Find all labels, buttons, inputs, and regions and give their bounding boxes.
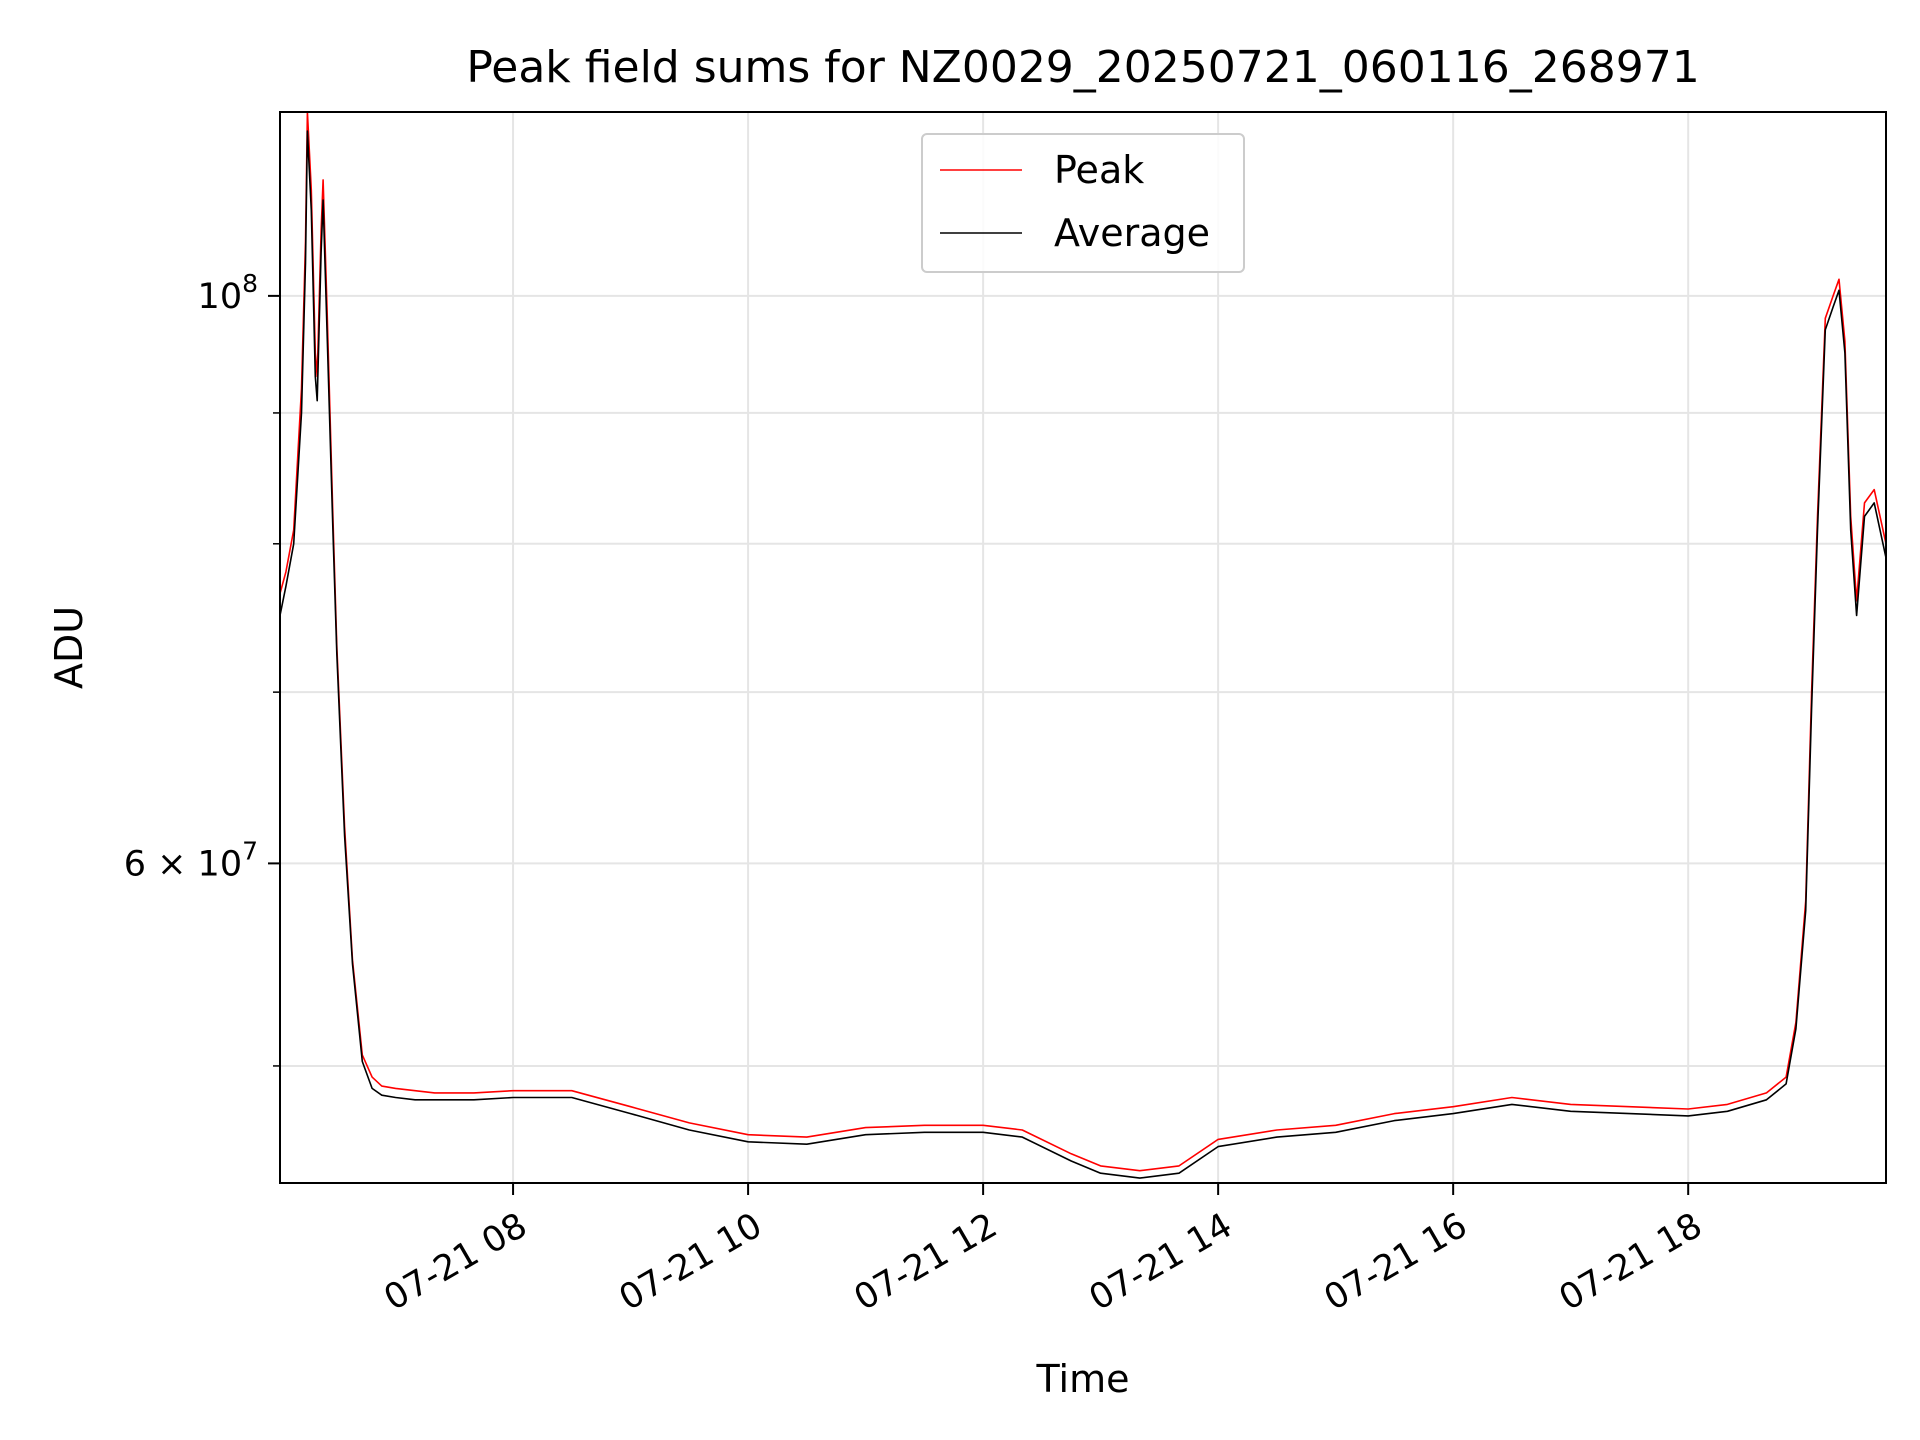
series-line-average [280,130,1886,1179]
legend: Peak Average [921,133,1245,273]
axes-frame [279,111,1887,1184]
plot-area [280,112,1886,1179]
x-axis-label: Time [1036,1357,1130,1401]
grid [280,112,1886,1183]
legend-label-peak: Peak [1054,148,1144,192]
legend-label-average: Average [1054,211,1210,255]
chart-title: Peak field sums for NZ0029_20250721_0601… [466,42,1699,93]
legend-box [921,133,1245,273]
y-tick-label: 108 [198,269,258,317]
y-tick-label: 6 × 107 [124,836,258,884]
y-axis-label: ADU [47,606,91,689]
